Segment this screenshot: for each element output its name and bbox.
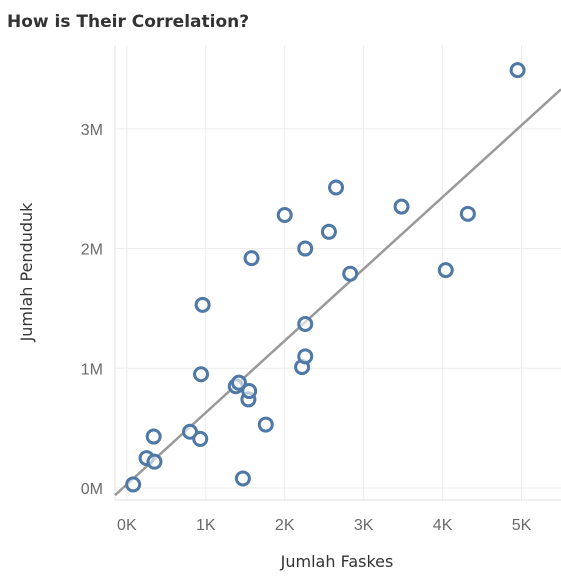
y-tick-label-0: 0M [81, 481, 103, 498]
data-point-21[interactable] [328, 179, 345, 196]
data-point-26[interactable] [509, 62, 526, 79]
chart-title: How is Their Correlation? [7, 12, 250, 32]
data-point-12[interactable] [241, 383, 258, 400]
horizontal-gridlines [114, 45, 561, 501]
data-point-24[interactable] [437, 262, 454, 279]
x-axis-title: Jumlah Faskes [280, 552, 394, 571]
data-point-22[interactable] [342, 265, 359, 282]
x-tick-label-0: 0K [117, 517, 137, 534]
data-point-17[interactable] [297, 348, 314, 365]
data-point-4[interactable] [181, 423, 198, 440]
y-axis-title: Jumlah Penduduk [17, 202, 36, 343]
x-tick-label-2: 2K [275, 517, 295, 534]
y-tick-label-1: 1M [81, 361, 103, 378]
data-points [125, 62, 526, 493]
y-axis-ticks: 0M 1M 2M 3M [81, 122, 103, 498]
data-point-13[interactable] [243, 250, 260, 267]
data-point-7[interactable] [194, 296, 211, 313]
data-point-0[interactable] [125, 476, 142, 493]
data-point-5[interactable] [192, 430, 209, 447]
trend-line [114, 88, 561, 497]
data-point-18[interactable] [297, 315, 314, 332]
x-tick-label-1: 1K [196, 517, 216, 534]
data-point-2[interactable] [145, 428, 162, 445]
data-point-25[interactable] [459, 205, 476, 222]
data-point-9[interactable] [230, 374, 247, 391]
y-tick-label-2: 2M [81, 242, 103, 259]
data-point-15[interactable] [276, 207, 293, 224]
x-tick-label-5: 5K [512, 517, 532, 534]
x-axis-ticks: 0K 1K 2K 3K 4K 5K [117, 517, 532, 534]
x-tick-label-3: 3K [354, 517, 374, 534]
data-point-20[interactable] [320, 223, 337, 240]
data-point-3[interactable] [146, 453, 163, 470]
data-point-6[interactable] [193, 366, 210, 383]
y-tick-label-3: 3M [81, 122, 103, 139]
trend-line-group [114, 88, 561, 497]
x-tick-label-4: 4K [433, 517, 453, 534]
data-point-23[interactable] [393, 198, 410, 215]
data-point-14[interactable] [257, 416, 274, 433]
data-point-19[interactable] [297, 240, 314, 257]
data-point-10[interactable] [234, 470, 251, 487]
